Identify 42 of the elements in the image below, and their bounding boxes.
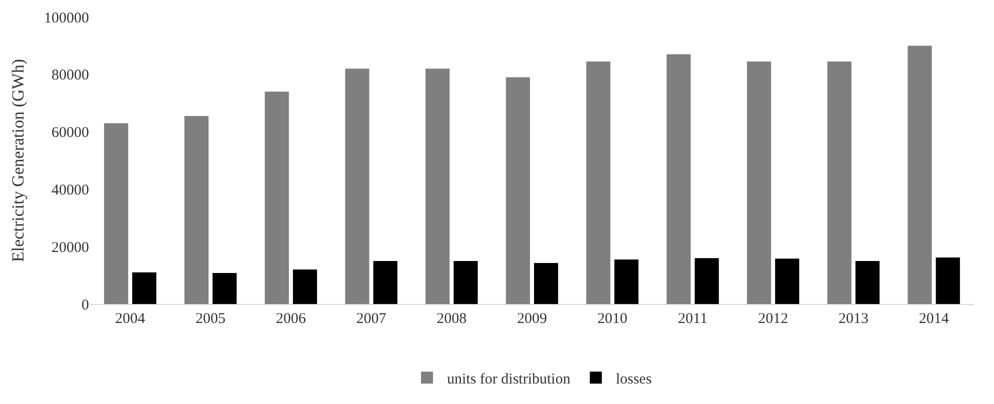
bar <box>614 260 638 304</box>
bar <box>827 61 852 304</box>
bar <box>345 68 370 304</box>
y-tick-label: 40000 <box>52 182 89 198</box>
x-tick-label: 2010 <box>597 311 628 327</box>
bar <box>104 123 128 304</box>
bar <box>666 54 691 304</box>
x-tick-label: 2014 <box>918 311 950 327</box>
bar <box>586 61 610 304</box>
bar <box>694 258 719 304</box>
bar <box>264 92 289 304</box>
bar <box>373 260 398 304</box>
bar <box>746 61 772 304</box>
y-tick-label: 20000 <box>52 240 89 256</box>
bar <box>506 77 530 304</box>
x-tick-label: 2005 <box>196 311 226 327</box>
legend-label: units for distribution <box>447 372 571 388</box>
y-tick-label: 100000 <box>44 10 89 26</box>
bar <box>534 262 558 304</box>
bar <box>855 260 880 304</box>
bar <box>292 270 318 304</box>
y-tick-label: 80000 <box>52 68 89 84</box>
x-tick-label: 2006 <box>276 311 306 327</box>
x-tick-label: 2008 <box>436 311 467 327</box>
y-tick-label: 60000 <box>52 125 89 142</box>
x-tick-label: 2013 <box>838 311 868 327</box>
legend-label: losses <box>616 372 652 388</box>
bar <box>426 68 450 304</box>
bar <box>908 46 932 304</box>
bar <box>454 260 478 304</box>
x-tick-label: 2004 <box>115 311 146 327</box>
x-tick-label: 2007 <box>356 311 387 327</box>
bar <box>212 273 237 304</box>
x-tick-label: 2009 <box>517 311 547 327</box>
y-axis-title: Electricity Generation (GWh) <box>8 59 28 262</box>
x-tick-label: 2011 <box>678 311 708 327</box>
y-tick-label: 0 <box>82 297 89 314</box>
bar <box>936 258 960 304</box>
bar <box>184 116 209 304</box>
x-tick-label: 2012 <box>758 311 788 327</box>
bar <box>132 272 156 304</box>
bar <box>775 258 800 304</box>
